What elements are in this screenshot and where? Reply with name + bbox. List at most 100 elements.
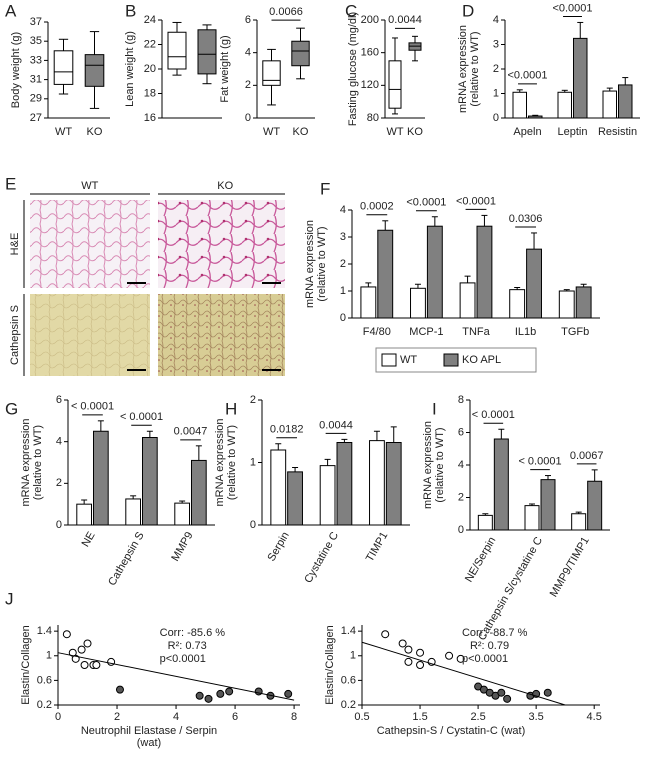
y-tick-label: 1.4 [341, 625, 356, 637]
y-tick-label: 2 [250, 394, 256, 406]
annotation: p<0.0001 [160, 653, 206, 665]
panel-label: A [5, 1, 17, 20]
y-tick-label: 1 [340, 285, 346, 297]
y-tick-label: 27 [30, 112, 42, 124]
y-axis-label: mRNA expression [20, 418, 32, 506]
bar [125, 498, 142, 526]
panel-label: E [5, 174, 16, 193]
box [388, 60, 402, 109]
p-value: < 0.0001 [518, 455, 561, 467]
point [398, 639, 407, 648]
bar [477, 514, 493, 531]
y-axis-label: Lean weight (g) [124, 31, 136, 107]
bar [509, 289, 526, 319]
y-axis-label: mRNA expression [457, 25, 469, 113]
x-tick-label: TIMP1 [364, 530, 391, 564]
y-tick-label: 1 [350, 650, 356, 662]
x-tick-label: KO [293, 126, 309, 138]
x-tick-label: 1.5 [412, 711, 427, 723]
point [404, 657, 413, 666]
point [497, 688, 506, 697]
x-tick-label: 0.5 [354, 711, 369, 723]
y-axis-label: (relative to WT) [469, 31, 481, 106]
bar [360, 286, 377, 319]
bar [571, 513, 587, 531]
y-tick-label: 0 [250, 519, 256, 531]
panel-label: G [5, 399, 18, 418]
bar [602, 90, 617, 119]
x-tick-label: TGFb [561, 326, 589, 338]
bar [319, 465, 336, 526]
y-tick-label: 29 [30, 93, 42, 105]
point [115, 685, 124, 694]
bar [287, 471, 303, 526]
y-tick-label: 4 [245, 47, 251, 59]
bar [191, 459, 207, 526]
p-value: 0.0067 [570, 450, 604, 462]
point [62, 630, 71, 639]
histology-wt-he [30, 200, 150, 288]
point [284, 689, 293, 698]
p-value: <0.0001 [507, 70, 547, 82]
bar [174, 502, 191, 526]
bar [558, 290, 575, 319]
point [381, 630, 390, 639]
p-value: < 0.0001 [472, 409, 515, 421]
x-tick-label: IL1b [515, 326, 536, 338]
bar [385, 442, 402, 526]
point [416, 648, 425, 657]
point [107, 657, 116, 666]
y-tick-label: 160 [361, 47, 379, 59]
y-tick-label: 80 [367, 112, 379, 124]
y-tick-label: 2 [56, 477, 62, 489]
panel-label: I [432, 399, 437, 418]
legend-swatch [381, 353, 397, 367]
p-value: 0.0002 [360, 201, 394, 213]
x-tick-label: 8 [291, 711, 297, 723]
legend-label: WT [400, 354, 417, 366]
point [416, 661, 425, 669]
bar [410, 287, 426, 319]
panel-label: J [5, 589, 14, 608]
y-tick-label: 22 [144, 38, 156, 50]
x-tick-label: Serpin [265, 530, 291, 564]
bar [524, 505, 540, 531]
y-axis-label: Body weight (g) [10, 32, 22, 108]
y-tick-label: 2 [458, 491, 464, 503]
bar [618, 84, 633, 119]
x-tick-label: Apeln [513, 126, 541, 138]
y-tick-label: 2 [340, 258, 346, 270]
y-axis-label: Fat weight (g) [219, 35, 231, 102]
fit-line [57, 652, 295, 701]
annotation: Corr: -85.6 % [160, 627, 226, 639]
x-tick-label: Resistin [598, 126, 637, 138]
p-value: 0.0044 [319, 419, 353, 431]
y-tick-label: 24 [144, 14, 156, 26]
box [53, 50, 74, 85]
bar [93, 430, 109, 526]
bar [476, 225, 493, 319]
x-tick-label: 3.5 [528, 711, 543, 723]
x-tick-label: 0 [55, 711, 61, 723]
y-tick-label: 1 [46, 650, 52, 662]
point [92, 661, 101, 669]
y-tick-label: 0 [340, 312, 346, 324]
x-tick-label: TNFa [462, 326, 490, 338]
bar [587, 480, 603, 531]
box [84, 54, 105, 87]
y-tick-label: 1.4 [37, 625, 52, 637]
y-tick-label: 2 [245, 79, 251, 91]
y-axis-label: mRNA expression [304, 220, 316, 308]
bar [76, 503, 93, 526]
x-tick-label: 2.5 [470, 711, 485, 723]
bar [336, 442, 353, 526]
x-axis-label: Neutrophil Elastase / Serpin [81, 725, 217, 737]
y-tick-label: 4 [458, 459, 464, 471]
point [445, 651, 454, 660]
point [404, 645, 413, 654]
y-axis-label: mRNA expression [214, 418, 226, 506]
y-tick-label: 16 [144, 112, 156, 124]
histology-ko-he [158, 200, 285, 288]
y-tick-label: 6 [245, 14, 251, 26]
bar [142, 437, 158, 526]
